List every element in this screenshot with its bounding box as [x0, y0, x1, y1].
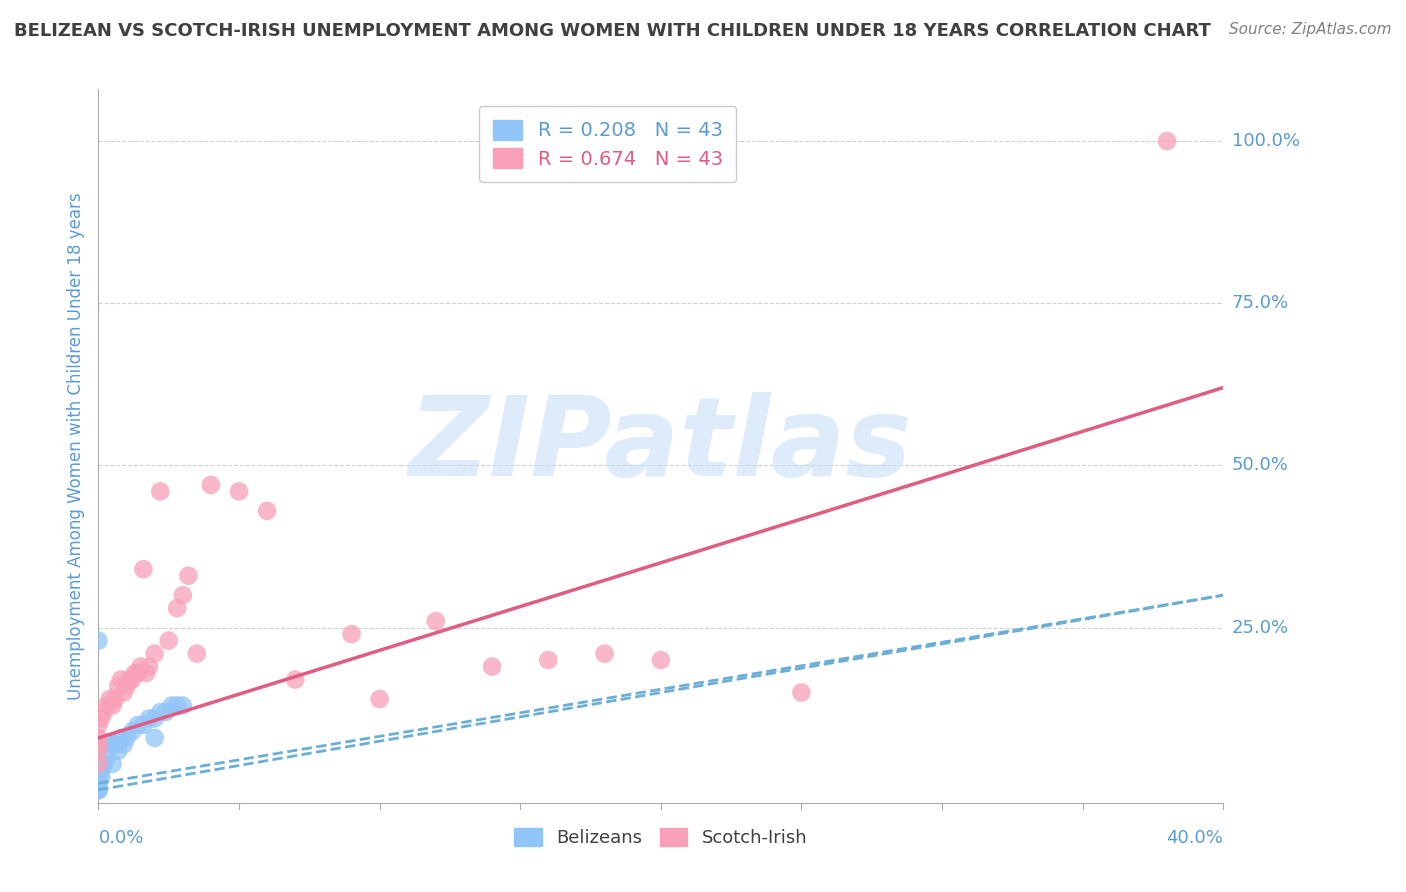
Point	[96, 698, 118, 713]
Point	[155, 705, 177, 719]
Point	[87, 782, 110, 797]
Point	[172, 588, 194, 602]
Point	[124, 666, 146, 681]
Point	[1156, 134, 1178, 148]
Point	[112, 738, 135, 752]
Point	[87, 782, 110, 797]
Point	[650, 653, 672, 667]
Point	[104, 692, 127, 706]
Point	[98, 692, 121, 706]
Point	[87, 633, 110, 648]
Point	[93, 705, 115, 719]
Text: BELIZEAN VS SCOTCH-IRISH UNEMPLOYMENT AMONG WOMEN WITH CHILDREN UNDER 18 YEARS C: BELIZEAN VS SCOTCH-IRISH UNEMPLOYMENT AM…	[14, 22, 1211, 40]
Point	[90, 770, 112, 784]
Point	[87, 756, 110, 771]
Point	[87, 782, 110, 797]
Text: 25.0%: 25.0%	[1232, 619, 1289, 637]
Point	[93, 756, 115, 771]
Point	[149, 705, 172, 719]
Point	[101, 738, 124, 752]
Text: 0.0%: 0.0%	[98, 829, 143, 847]
Point	[115, 731, 138, 745]
Point	[790, 685, 813, 699]
Point	[172, 698, 194, 713]
Point	[481, 659, 503, 673]
Point	[101, 756, 124, 771]
Text: 75.0%: 75.0%	[1232, 294, 1289, 312]
Point	[87, 744, 110, 758]
Point	[138, 659, 160, 673]
Point	[537, 653, 560, 667]
Point	[87, 782, 110, 797]
Point	[149, 484, 172, 499]
Point	[101, 698, 124, 713]
Legend: Belizeans, Scotch-Irish: Belizeans, Scotch-Irish	[503, 817, 818, 858]
Point	[107, 744, 129, 758]
Point	[87, 776, 110, 790]
Point	[87, 756, 110, 771]
Point	[340, 627, 363, 641]
Point	[87, 731, 110, 745]
Point	[425, 614, 447, 628]
Point	[593, 647, 616, 661]
Point	[256, 504, 278, 518]
Text: ZIPatlas: ZIPatlas	[409, 392, 912, 500]
Point	[90, 711, 112, 725]
Point	[87, 782, 110, 797]
Point	[112, 685, 135, 699]
Point	[284, 673, 307, 687]
Point	[166, 698, 188, 713]
Point	[157, 633, 180, 648]
Point	[87, 776, 110, 790]
Point	[87, 782, 110, 797]
Point	[186, 647, 208, 661]
Point	[166, 601, 188, 615]
Point	[87, 770, 110, 784]
Text: 50.0%: 50.0%	[1232, 457, 1288, 475]
Point	[87, 744, 110, 758]
Point	[96, 750, 118, 764]
Point	[368, 692, 391, 706]
Text: 100.0%: 100.0%	[1232, 132, 1299, 150]
Point	[90, 764, 112, 778]
Point	[87, 750, 110, 764]
Point	[121, 724, 143, 739]
Text: 40.0%: 40.0%	[1167, 829, 1223, 847]
Point	[90, 756, 112, 771]
Point	[143, 711, 166, 725]
Point	[110, 731, 132, 745]
Point	[87, 764, 110, 778]
Point	[129, 659, 152, 673]
Point	[107, 679, 129, 693]
Point	[110, 673, 132, 687]
Point	[132, 718, 155, 732]
Point	[115, 679, 138, 693]
Point	[87, 770, 110, 784]
Point	[160, 698, 183, 713]
Point	[138, 711, 160, 725]
Point	[143, 647, 166, 661]
Point	[87, 782, 110, 797]
Point	[87, 738, 110, 752]
Point	[228, 484, 250, 499]
Point	[87, 782, 110, 797]
Point	[104, 738, 127, 752]
Point	[127, 718, 149, 732]
Point	[118, 673, 141, 687]
Point	[132, 562, 155, 576]
Point	[98, 738, 121, 752]
Text: Source: ZipAtlas.com: Source: ZipAtlas.com	[1229, 22, 1392, 37]
Point	[87, 782, 110, 797]
Point	[127, 666, 149, 681]
Point	[135, 666, 157, 681]
Point	[87, 718, 110, 732]
Point	[200, 478, 222, 492]
Point	[87, 782, 110, 797]
Y-axis label: Unemployment Among Women with Children Under 18 years: Unemployment Among Women with Children U…	[66, 192, 84, 700]
Point	[143, 731, 166, 745]
Point	[177, 568, 200, 582]
Point	[121, 673, 143, 687]
